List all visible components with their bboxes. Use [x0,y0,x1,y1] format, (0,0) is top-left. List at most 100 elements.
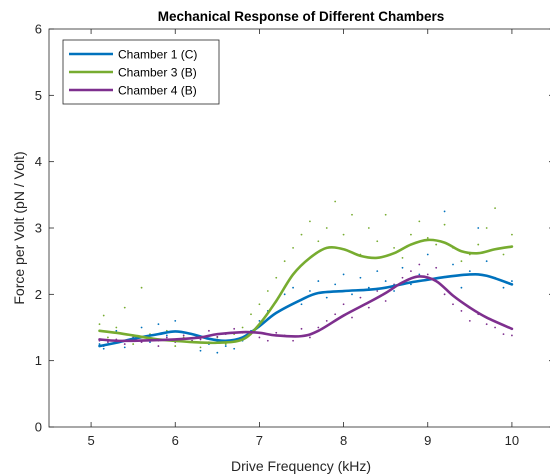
scatter-point [342,233,345,236]
scatter-point [342,273,345,276]
scatter-point [102,314,105,317]
scatter-point [123,306,126,309]
scatter-point [292,286,294,289]
scatter-point [216,351,219,354]
scatter-point [309,336,311,339]
scatter-point [460,310,463,312]
scatter-point [359,276,362,279]
scatter-point [502,253,505,256]
scatter-point [384,213,387,216]
scatter-point [435,266,438,269]
scatter-point [410,270,412,273]
scatter-point [418,273,421,276]
scatter-point [275,276,278,279]
scatter-point [443,223,446,226]
scatter-point [502,286,505,289]
scatter-point [208,329,210,332]
scatter-point [376,240,379,243]
scatter-point [477,243,480,246]
scatter-point [460,260,463,263]
scatter-point [107,336,109,339]
scatter-point [401,276,404,279]
scatter-point [233,347,236,350]
scatter-point [494,207,496,210]
scatter-point [174,319,177,322]
chart-title: Mechanical Response of Different Chamber… [158,9,445,24]
scatter-point [102,347,105,350]
legend-label: Chamber 4 (B) [118,84,197,98]
scatter-point [115,326,118,329]
scatter-point [393,247,395,249]
scatter-point [477,227,480,229]
scatter-point [98,343,101,345]
series-line-3 [98,275,514,343]
y-tick-label: 0 [35,420,42,435]
scatter-point [157,323,160,326]
x-tick-label: 6 [172,433,179,448]
scatter-point [250,313,252,316]
scatter-point [182,334,185,337]
scatter-point [258,303,261,306]
scatter-point [334,313,337,316]
series-3-group [98,263,513,347]
scatter-point [511,280,513,282]
scatter-point [359,296,362,299]
scatter-point [216,335,219,338]
scatter-point [199,349,202,352]
scatter-point [275,331,278,334]
scatter-point [258,336,261,339]
scatter-point [468,270,471,273]
x-tick-label: 5 [87,433,94,448]
scatter-point [300,303,303,306]
scatter-point [511,334,513,337]
scatter-point [157,345,160,347]
scatter-point [384,300,387,302]
scatter-point [401,266,404,269]
y-tick-label: 6 [35,22,42,37]
scatter-point [199,338,202,341]
scatter-point [410,233,412,236]
scatter-point [266,339,269,342]
scatter-point [325,227,328,229]
scatter-point [443,210,446,213]
scatter-point [376,290,379,292]
scatter-point [485,227,488,229]
scatter-point [351,213,353,216]
y-tick-label: 5 [35,88,42,103]
scatter-point [367,306,370,309]
scatter-point [98,323,101,326]
scatter-point [435,243,438,246]
x-tick-label: 9 [424,433,431,448]
data-layer [98,200,514,354]
scatter-point [443,293,446,296]
scatter-point [292,247,294,249]
legend-label: Chamber 1 (C) [118,48,197,62]
axes-layer: 5 6 7 8 9 10 0 1 2 3 4 5 6 [35,22,550,448]
x-tick-label: 8 [340,433,347,448]
scatter-point [418,263,421,266]
x-tick-label: 10 [505,433,519,448]
scatter-point [300,233,303,236]
scatter-point [241,326,244,329]
scatter-point [393,290,395,292]
x-tick-label: 7 [256,433,263,448]
y-tick-label: 3 [35,221,42,236]
scatter-point [502,333,505,336]
legend: Chamber 1 (C) Chamber 3 (B) Chamber 4 (B) [62,39,220,105]
scatter-point [351,316,353,319]
scatter-point [367,227,370,229]
scatter-point [233,327,236,330]
scatter-point [132,343,135,345]
scatter-point [174,345,177,347]
scatter-point [460,286,463,289]
scatter-point [123,346,126,349]
scatter-point [452,303,454,306]
scatter-point [123,343,126,345]
scatter-point [309,290,311,292]
scatter-point [426,273,429,276]
scatter-point [317,240,320,243]
scatter-point [317,280,320,282]
scatter-point [292,339,294,342]
scatter-point [485,260,488,263]
